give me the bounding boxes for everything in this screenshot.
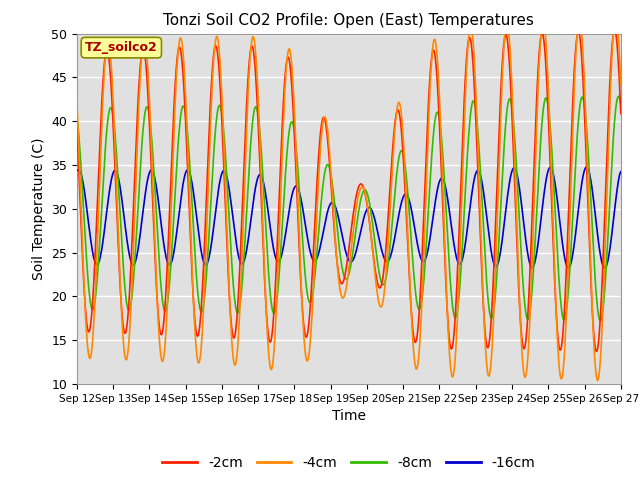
-4cm bbox=[180, 72, 188, 78]
-8cm bbox=[617, 102, 625, 108]
Text: TZ_soilco2: TZ_soilco2 bbox=[85, 41, 157, 54]
-2cm bbox=[611, 27, 619, 33]
-8cm bbox=[433, 109, 441, 115]
-4cm bbox=[617, 82, 625, 87]
-2cm bbox=[433, 76, 441, 82]
-16cm bbox=[552, 188, 560, 194]
-8cm bbox=[73, 116, 81, 122]
-16cm bbox=[601, 265, 609, 271]
Line: -4cm: -4cm bbox=[77, 19, 621, 380]
-2cm bbox=[617, 111, 625, 117]
Legend: -2cm, -4cm, -8cm, -16cm: -2cm, -4cm, -8cm, -16cm bbox=[157, 450, 541, 475]
Line: -16cm: -16cm bbox=[77, 167, 621, 268]
-8cm bbox=[552, 228, 560, 234]
-2cm bbox=[504, 44, 512, 50]
-4cm bbox=[504, 25, 512, 31]
-16cm bbox=[433, 188, 441, 194]
-8cm bbox=[504, 100, 512, 106]
-8cm bbox=[255, 117, 262, 122]
-16cm bbox=[255, 173, 262, 179]
-16cm bbox=[617, 169, 625, 175]
-16cm bbox=[180, 174, 188, 180]
-2cm bbox=[73, 121, 81, 127]
-8cm bbox=[614, 94, 622, 99]
-4cm bbox=[552, 309, 560, 314]
-8cm bbox=[180, 106, 188, 111]
X-axis label: Time: Time bbox=[332, 409, 366, 423]
Y-axis label: Soil Temperature (C): Soil Temperature (C) bbox=[31, 138, 45, 280]
-16cm bbox=[504, 189, 512, 194]
-2cm bbox=[180, 97, 188, 103]
-4cm bbox=[433, 53, 441, 59]
-2cm bbox=[255, 132, 262, 137]
-16cm bbox=[582, 164, 590, 170]
-2cm bbox=[593, 348, 600, 354]
-8cm bbox=[194, 289, 202, 295]
-4cm bbox=[255, 106, 262, 111]
-4cm bbox=[194, 358, 202, 364]
-16cm bbox=[73, 168, 81, 173]
Line: -2cm: -2cm bbox=[77, 30, 621, 351]
Line: -8cm: -8cm bbox=[77, 96, 621, 321]
-4cm bbox=[612, 16, 620, 22]
-4cm bbox=[594, 377, 602, 383]
-8cm bbox=[596, 318, 604, 324]
-2cm bbox=[194, 333, 202, 339]
-16cm bbox=[194, 224, 202, 229]
-2cm bbox=[552, 309, 560, 315]
-4cm bbox=[73, 96, 81, 102]
Title: Tonzi Soil CO2 Profile: Open (East) Temperatures: Tonzi Soil CO2 Profile: Open (East) Temp… bbox=[163, 13, 534, 28]
